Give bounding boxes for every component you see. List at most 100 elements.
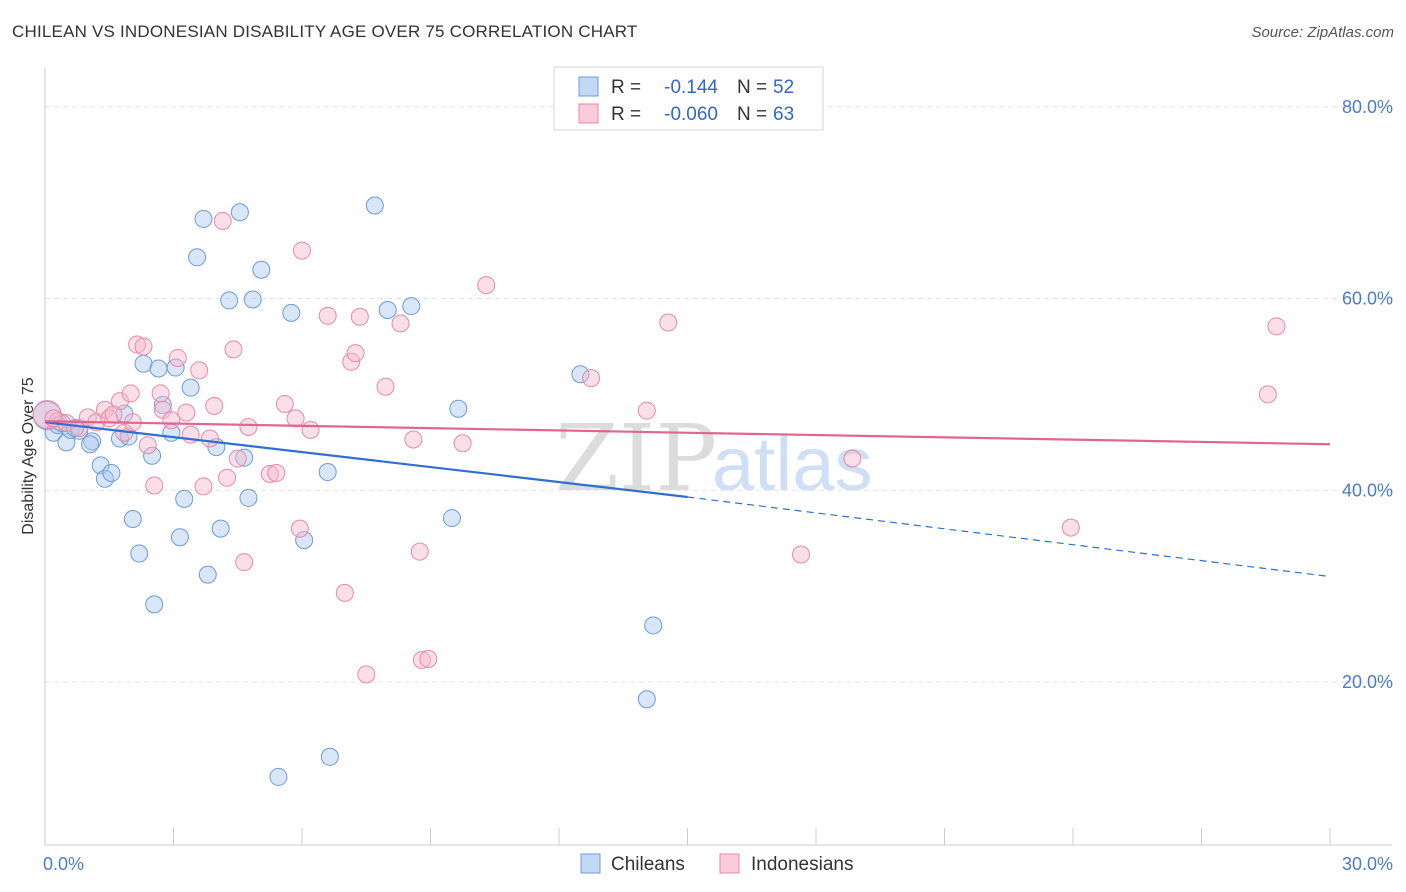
indonesian-point-53: [582, 369, 601, 388]
indonesian-point-6: [95, 400, 114, 419]
indonesian-point-49: [412, 650, 431, 669]
trend-lines: [44, 420, 1331, 578]
indonesian-point-14: [138, 436, 157, 455]
indonesian-point-25: [205, 396, 224, 415]
indonesian-point-38: [293, 241, 311, 260]
chilean-point-19: [149, 359, 168, 378]
indonesian-point-16: [151, 384, 170, 403]
indonesian-point-46: [391, 314, 410, 333]
chilean-point-15: [130, 544, 149, 563]
indonesian-point-32: [260, 464, 279, 483]
chilean-point-40: [318, 463, 337, 482]
chilean-point-34: [239, 488, 258, 507]
indonesian-point-37: [301, 420, 320, 439]
indonesian-point-24: [200, 429, 219, 448]
chilean-point-46: [449, 399, 468, 418]
legend-swatch-blue: [578, 76, 599, 97]
chilean-point-16: [134, 354, 153, 373]
legend-n-label-1: N =: [737, 77, 767, 98]
watermark: ZIP atlas: [555, 405, 873, 512]
bottom-legend-swatch-chileans: [580, 853, 601, 874]
indonesian-point-10: [121, 384, 140, 403]
trend-line-indonesians-solid: [44, 420, 1331, 446]
chilean-point-23: [170, 528, 189, 547]
trend-line-chileans-solid: [44, 421, 688, 499]
indonesian-point-28: [224, 340, 243, 359]
indonesian-point-34: [275, 394, 294, 413]
indonesian-point-44: [357, 665, 376, 684]
legend-swatch-pink: [578, 103, 599, 124]
indonesian-point-45: [376, 377, 395, 396]
chilean-point-37: [269, 767, 288, 786]
indonesian-point-27: [218, 468, 237, 487]
indonesian-point-12: [128, 335, 147, 354]
indonesian-point-30: [235, 553, 254, 572]
chilean-point-20: [153, 395, 172, 414]
indonesian-point-54: [637, 401, 656, 420]
indonesian-point-39: [318, 306, 337, 325]
chilean-point-8: [91, 456, 110, 475]
indonesian-point-31: [239, 417, 258, 436]
indonesian-point-20: [177, 403, 196, 422]
chilean-point-28: [198, 565, 217, 584]
chart-title: CHILEAN VS INDONESIAN DISABILITY AGE OVE…: [12, 22, 638, 41]
chilean-point-49: [644, 616, 663, 635]
indonesian-point-48: [410, 542, 429, 561]
trend-line-chileans-dashed: [687, 496, 1331, 578]
indonesian-point-40: [335, 583, 354, 602]
y-tick-label-3: 80.0%: [1342, 97, 1393, 117]
bottom-legend-label-indonesians: Indonesians: [751, 854, 853, 875]
legend-n-label-2: N =: [737, 104, 767, 125]
x-tick-label-0: 0.0%: [43, 854, 84, 874]
chilean-point-44: [402, 297, 421, 316]
watermark-zip: ZIP: [555, 405, 717, 512]
bottom-legend: Chileans Indonesians: [580, 853, 853, 875]
chilean-point-33: [235, 448, 254, 467]
grid-lines: [45, 106, 1392, 683]
indonesian-point-61: [104, 405, 123, 424]
chilean-point-36: [252, 260, 271, 279]
chilean-point-48: [637, 690, 656, 709]
y-axis-label: Disability Age Over 75: [20, 377, 37, 535]
bottom-legend-swatch-indonesians: [719, 853, 740, 874]
indonesian-point-35: [286, 409, 305, 428]
chilean-point-35: [243, 290, 262, 309]
indonesian-point-50: [419, 650, 438, 669]
y-tick-label-2: 60.0%: [1342, 289, 1393, 309]
indonesian-point-36: [290, 519, 309, 538]
indonesian-point-51: [453, 434, 472, 453]
chilean-point-51: [65, 418, 84, 437]
chilean-point-38: [282, 303, 301, 322]
legend-r-value-1: -0.144: [664, 77, 718, 98]
legend-r-label-2: R =: [611, 104, 641, 125]
indonesian-point-58: [1061, 518, 1080, 537]
indonesian-point-56: [792, 545, 811, 564]
chilean-point-31: [220, 291, 239, 310]
legend-r-value-2: -0.060: [664, 104, 718, 125]
indonesian-point-43: [350, 307, 369, 326]
indonesian-point-33: [267, 464, 286, 483]
chilean-point-43: [378, 301, 397, 320]
indonesian-point-55: [659, 313, 678, 332]
chilean-point-25: [181, 378, 200, 397]
chilean-point-24: [175, 489, 194, 508]
indonesian-point-52: [477, 276, 496, 295]
chilean-point-18: [145, 595, 164, 614]
chilean-point-32: [230, 203, 249, 222]
legend-n-value-2: 63: [773, 104, 794, 125]
indonesian-point-59: [1258, 385, 1277, 404]
indonesian-point-42: [346, 344, 365, 363]
indonesian-point-47: [404, 430, 423, 449]
indonesian-point-29: [228, 449, 247, 468]
indonesian-point-23: [194, 477, 213, 496]
x-tick-label-1: 30.0%: [1342, 854, 1393, 874]
indonesian-point-13: [134, 337, 153, 356]
indonesian-point-60: [1267, 317, 1286, 336]
indonesian-point-18: [162, 411, 181, 430]
tick-labels: 20.0% 40.0% 60.0% 80.0% 0.0% 30.0%: [43, 97, 1393, 874]
axes: [44, 68, 1392, 846]
chilean-point-42: [365, 196, 384, 215]
chilean-point-10: [102, 464, 121, 483]
y-tick-label-1: 40.0%: [1342, 480, 1393, 500]
